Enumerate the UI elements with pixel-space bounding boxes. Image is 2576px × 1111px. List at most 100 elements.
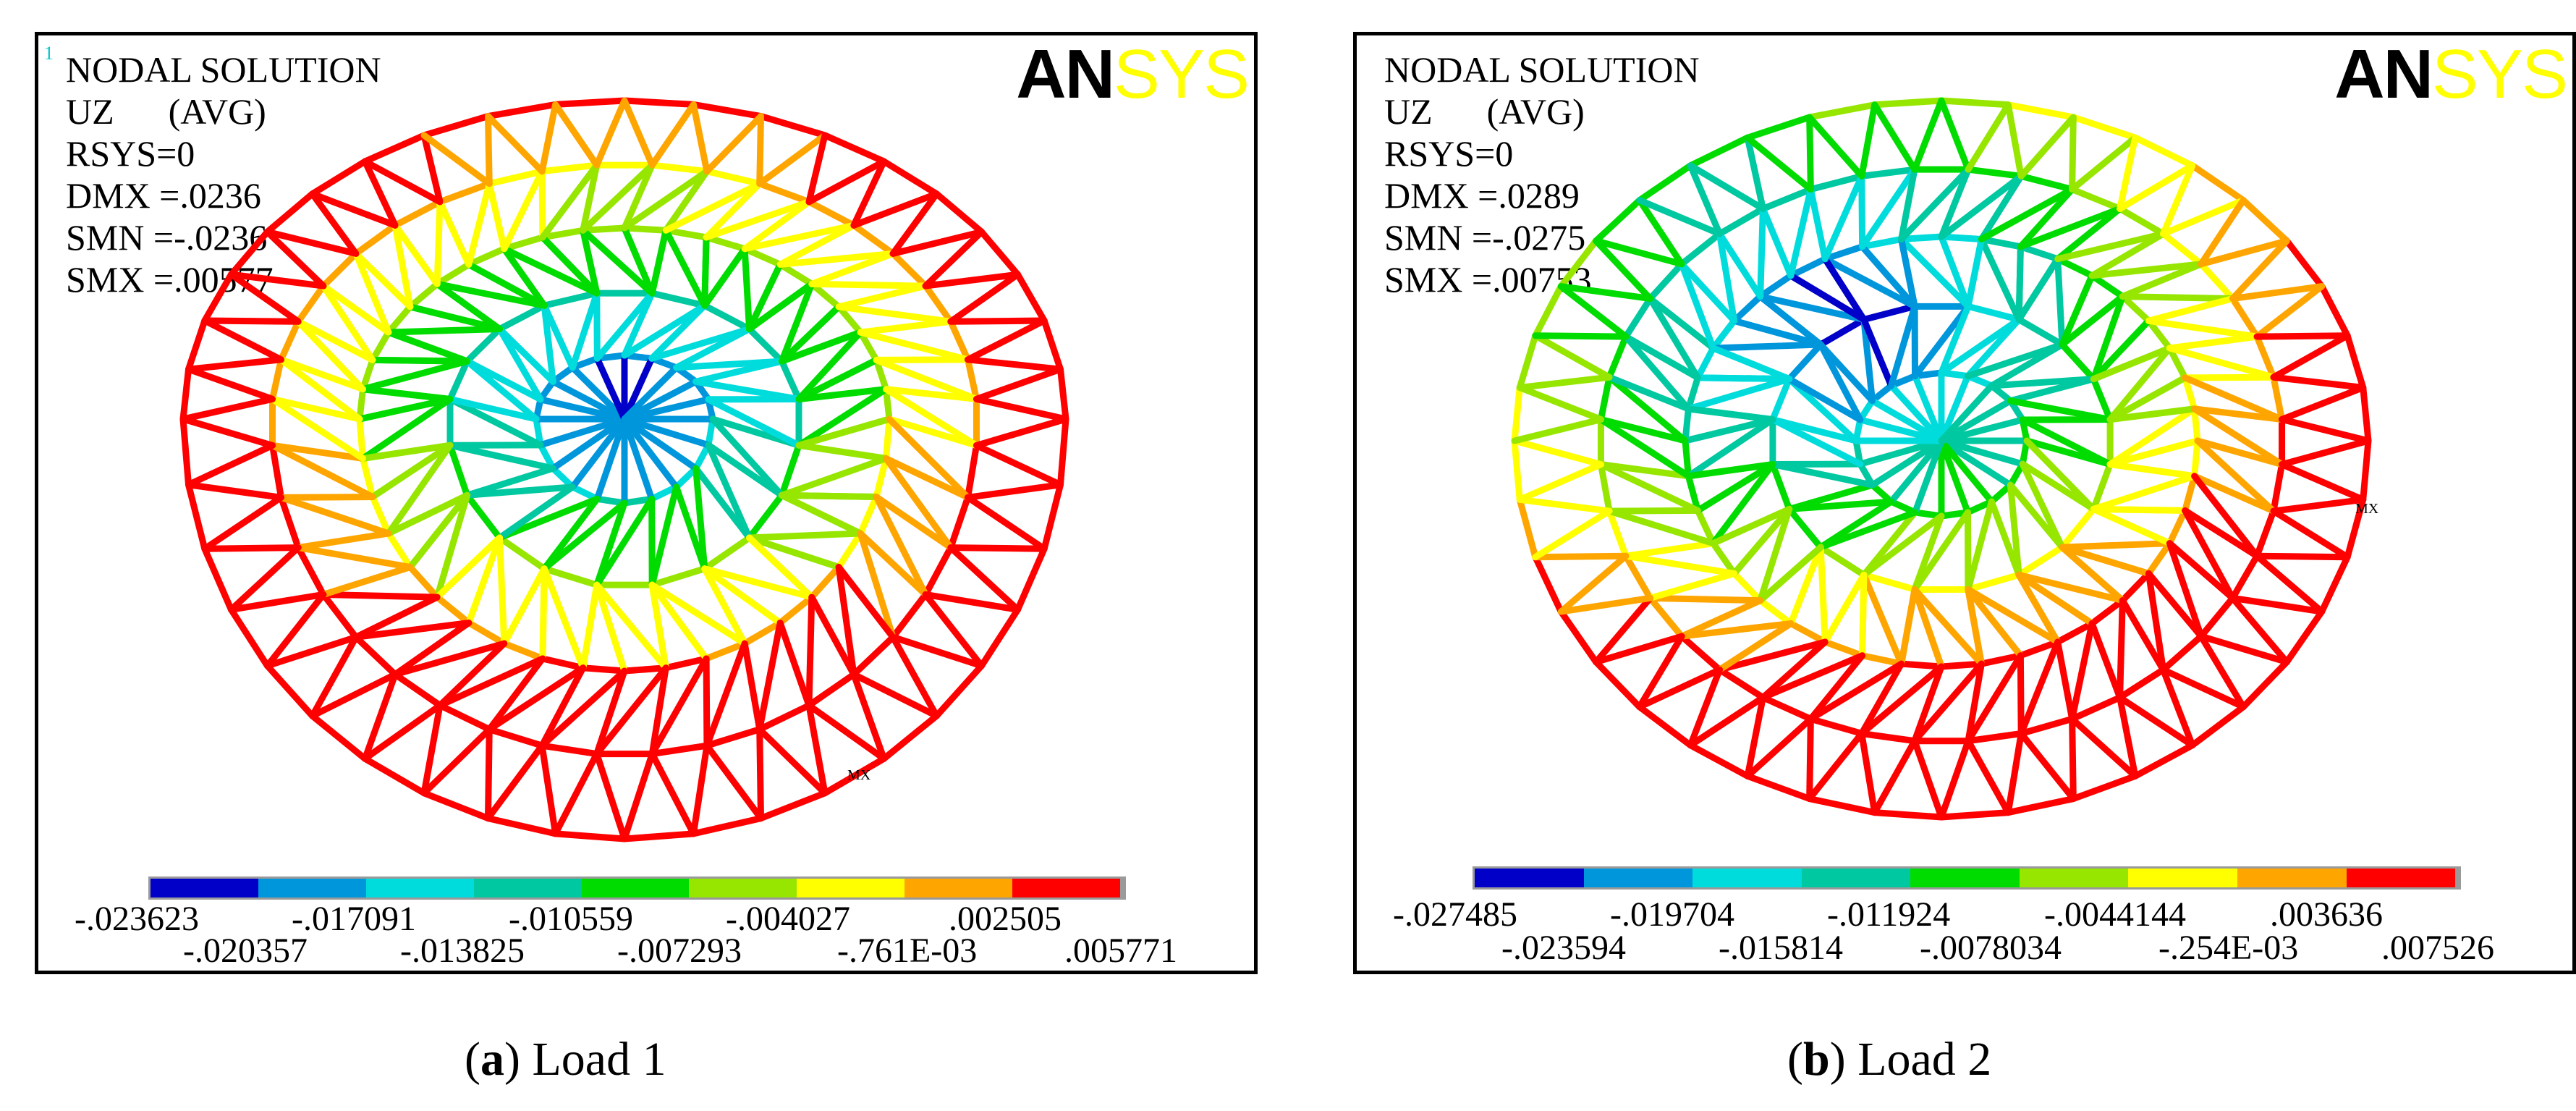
frame-member xyxy=(1807,186,1829,263)
frame-member xyxy=(621,415,656,502)
frame-member xyxy=(621,415,712,449)
frame-member xyxy=(1636,197,1685,268)
frame-member xyxy=(1511,437,1604,468)
scale-band xyxy=(473,879,582,897)
frame-member xyxy=(593,667,628,758)
frame-member xyxy=(1636,197,1723,237)
frame-member xyxy=(746,530,864,541)
frame-member xyxy=(407,303,503,333)
frame-member xyxy=(1597,461,1692,480)
legend-label: -.015814 xyxy=(1719,929,1843,967)
frame-member xyxy=(1787,255,1829,279)
frame-member xyxy=(2117,134,2139,212)
frame-member xyxy=(965,481,1064,501)
frame-member xyxy=(2054,205,2124,263)
frame-member xyxy=(486,664,587,733)
frame-member xyxy=(2270,332,2351,381)
frame-member xyxy=(309,633,360,719)
frame-member xyxy=(227,606,271,669)
frame-member xyxy=(2017,715,2076,738)
frame-member xyxy=(2019,460,2066,551)
frame-member xyxy=(539,161,601,241)
frame-member xyxy=(385,326,503,336)
frame-member xyxy=(1593,633,1685,666)
legend-label: .007526 xyxy=(2381,929,2494,967)
frame-member xyxy=(263,633,360,669)
frame-member xyxy=(886,415,972,501)
frame-member xyxy=(549,415,628,472)
frame-member xyxy=(2253,552,2326,615)
frame-member xyxy=(692,358,785,385)
frame-member xyxy=(1858,730,1878,816)
frame-member xyxy=(882,415,893,462)
frame-member xyxy=(1685,405,1776,423)
frame-member xyxy=(756,620,784,733)
frame-member xyxy=(569,364,628,423)
frame-member xyxy=(648,290,708,309)
frame-member xyxy=(2145,570,2167,673)
frame-member xyxy=(2360,384,2372,444)
frame-member xyxy=(1606,507,1717,547)
frame-member xyxy=(1911,663,1945,745)
frame-member xyxy=(1938,303,1972,376)
frame-member xyxy=(2279,384,2367,423)
frame-member xyxy=(922,544,954,598)
frame-member xyxy=(1710,461,1776,547)
frame-member xyxy=(621,830,697,842)
frame-member xyxy=(1938,397,2014,444)
frame-member xyxy=(2344,332,2367,391)
frame-member xyxy=(1938,437,1971,516)
frame-member xyxy=(2198,633,2290,666)
frame-member xyxy=(360,356,376,393)
frame-member xyxy=(2007,376,2097,405)
scale-band xyxy=(1012,879,1121,897)
frame-member xyxy=(2004,795,2077,816)
frame-member xyxy=(933,662,986,719)
frame-member xyxy=(391,620,473,678)
frame-member xyxy=(385,329,471,365)
frame-member xyxy=(2182,473,2198,514)
frame-member xyxy=(263,662,316,719)
frame-member xyxy=(805,132,829,206)
scale-band xyxy=(151,879,258,897)
frame-member xyxy=(2059,540,2173,551)
frame-member xyxy=(1786,498,1895,512)
frame-member xyxy=(805,158,888,206)
frame-member xyxy=(621,415,680,491)
frame-member xyxy=(1516,384,1604,423)
frame-member xyxy=(1056,366,1069,423)
frame-member xyxy=(1759,638,1829,701)
frame-member xyxy=(352,250,392,336)
contour-legend: -.027485 -.019704 -.011924 -.0044144 .00… xyxy=(1357,35,2572,971)
frame-member xyxy=(1014,545,1048,613)
frame-member xyxy=(1807,660,1905,722)
frame-member xyxy=(1806,101,1878,121)
scale-band xyxy=(2019,869,2129,887)
frame-member xyxy=(2004,101,2077,121)
frame-member xyxy=(1678,230,1723,268)
frame-member xyxy=(1938,660,1985,670)
frame-member xyxy=(795,329,864,402)
frame-member xyxy=(1857,437,1945,468)
frame-member xyxy=(2069,186,2124,212)
frame-member xyxy=(1860,512,1945,578)
frame-member xyxy=(701,245,748,309)
frame-member xyxy=(778,491,864,537)
frame-member xyxy=(1860,571,1905,667)
frame-member xyxy=(2145,317,2173,352)
frame-member xyxy=(621,396,712,423)
frame-member xyxy=(464,491,503,541)
frame-member xyxy=(1678,620,1795,640)
frame-member xyxy=(881,158,940,198)
frame-member xyxy=(1898,586,1918,667)
frame-member xyxy=(2059,544,2152,577)
frame-member xyxy=(269,442,367,462)
frame-member xyxy=(701,565,815,601)
legend-label: -.010559 xyxy=(509,900,633,938)
frame-member xyxy=(2194,437,2277,515)
frame-member xyxy=(1593,237,1654,303)
frame-member xyxy=(352,633,399,678)
frame-member xyxy=(549,465,576,491)
frame-member xyxy=(2191,437,2201,480)
frame-member xyxy=(2253,333,2277,381)
